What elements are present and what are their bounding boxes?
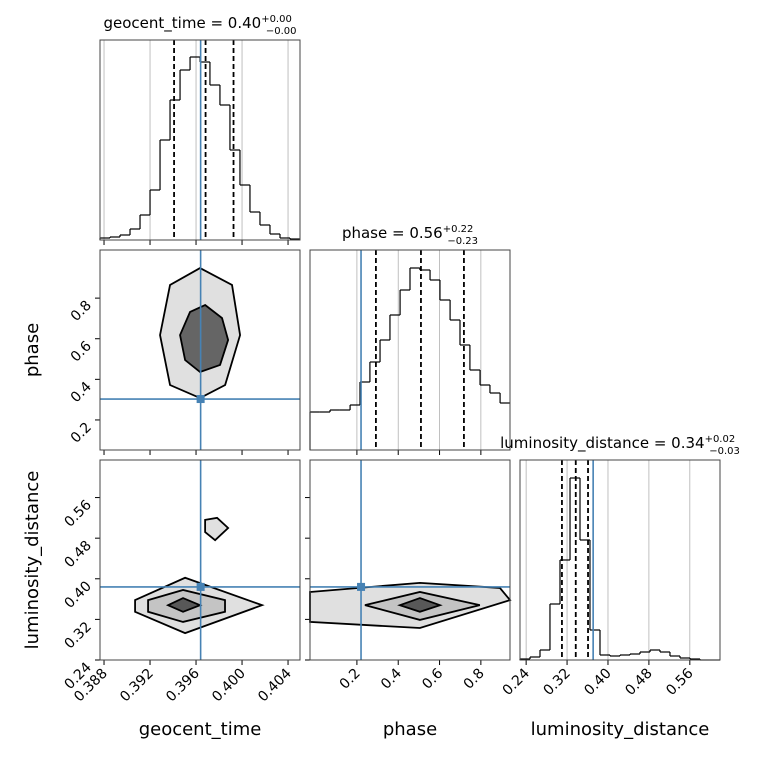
panel-frame bbox=[99, 249, 301, 451]
panel-title: luminosity_distance = 0.34+0.02 −0.03 bbox=[500, 434, 740, 457]
x-tick-label: 0.48 bbox=[622, 666, 655, 699]
x-tick-label: 0.56 bbox=[663, 665, 696, 698]
y-tick-label: 0.8 bbox=[68, 298, 95, 325]
panel-title: phase = 0.56+0.22 −0.23 bbox=[342, 224, 478, 247]
y-tick-label: 0.2 bbox=[68, 419, 95, 446]
x-tick-label: 0.24 bbox=[500, 665, 533, 698]
x-tick-label: 0.6 bbox=[419, 665, 446, 692]
title-main: geocent_time = 0.40 bbox=[104, 14, 262, 33]
title-lower: −0.00 bbox=[266, 26, 297, 37]
contour bbox=[397, 597, 443, 613]
y-tick-label: 0.48 bbox=[61, 538, 94, 571]
x-tick-label: 0.32 bbox=[541, 666, 574, 699]
title-main: luminosity_distance = 0.34 bbox=[500, 434, 704, 453]
x-tick-label: 0.400 bbox=[209, 666, 249, 706]
truth-marker bbox=[357, 582, 366, 591]
contour bbox=[134, 576, 265, 635]
title-upper: +0.00 bbox=[261, 14, 292, 25]
x-tick-label: 0.4 bbox=[378, 665, 405, 692]
contour bbox=[364, 591, 481, 621]
x-tick-label: 0.40 bbox=[581, 666, 614, 699]
x-tick-label: 0.404 bbox=[255, 665, 295, 705]
y-tick-label: 0.6 bbox=[68, 338, 95, 365]
x-tick-label: 0.2 bbox=[337, 666, 364, 693]
x-axis-label: geocent_time bbox=[139, 719, 262, 740]
y-axis-label: phase bbox=[22, 323, 43, 377]
title-lower: −0.03 bbox=[709, 446, 740, 457]
panel-frame bbox=[519, 459, 721, 661]
contour bbox=[309, 581, 512, 629]
contour bbox=[204, 516, 230, 542]
truth-marker bbox=[196, 395, 205, 404]
x-tick-label: 0.8 bbox=[461, 666, 488, 693]
y-tick-label: 0.56 bbox=[61, 497, 94, 530]
title-upper: +0.22 bbox=[443, 224, 474, 235]
panel-frame bbox=[99, 39, 301, 241]
contour bbox=[147, 589, 226, 623]
x-tick-label: 0.392 bbox=[117, 666, 157, 706]
x-axis-label: luminosity_distance bbox=[531, 719, 710, 740]
x-tick-label: 0.396 bbox=[163, 665, 203, 705]
y-axis-label: luminosity_distance bbox=[22, 471, 43, 650]
title-upper: +0.02 bbox=[705, 434, 736, 445]
y-tick-label: 0.40 bbox=[61, 578, 94, 611]
title-main: phase = 0.56 bbox=[342, 224, 443, 242]
panel-frame bbox=[99, 459, 301, 661]
panel-frame bbox=[309, 249, 511, 451]
panel-frame bbox=[309, 459, 511, 661]
y-tick-label: 0.4 bbox=[68, 379, 95, 406]
y-tick-label: 0.32 bbox=[61, 619, 94, 652]
title-lower: −0.23 bbox=[447, 236, 478, 247]
panel-title: geocent_time = 0.40+0.00 −0.00 bbox=[104, 14, 297, 37]
x-axis-label: phase bbox=[383, 719, 437, 740]
truth-marker bbox=[196, 582, 205, 591]
